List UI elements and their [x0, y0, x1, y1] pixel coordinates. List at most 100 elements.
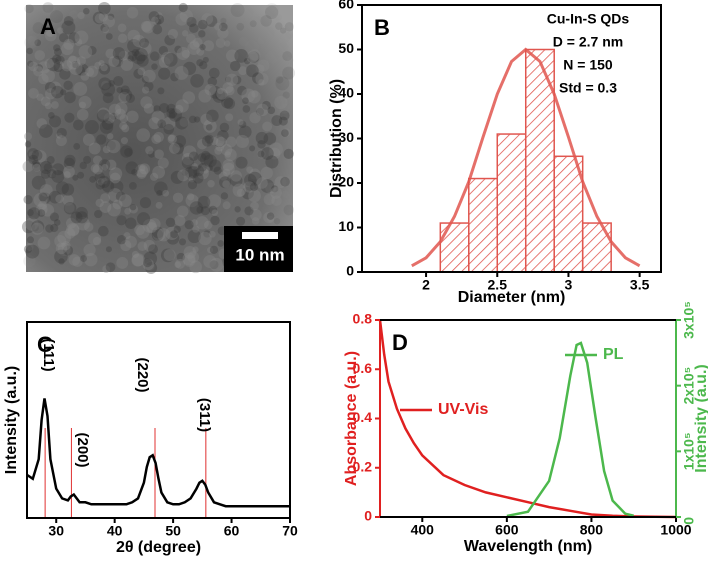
texture-dot	[192, 37, 203, 48]
texture-dot	[148, 218, 161, 231]
texture-dot	[191, 219, 198, 226]
texture-dot	[281, 176, 293, 188]
texture-dot	[120, 240, 132, 252]
texture-dot	[54, 48, 62, 57]
texture-dot	[48, 81, 62, 95]
texture-dot	[64, 154, 76, 166]
texture-dot	[78, 95, 92, 109]
texture-dot	[238, 36, 249, 47]
texture-dot	[55, 55, 65, 66]
texture-dot	[158, 56, 171, 69]
texture-dot	[34, 50, 46, 61]
texture-dot	[101, 82, 116, 97]
texture-dot	[79, 161, 87, 170]
texture-dot	[254, 16, 263, 25]
texture-dot	[221, 96, 234, 109]
texture-dot	[154, 181, 168, 195]
panel-label: D	[392, 330, 408, 355]
texture-dot	[208, 159, 222, 172]
texture-dot	[225, 136, 237, 148]
texture-dot	[162, 117, 176, 131]
texture-dot	[196, 206, 204, 214]
texture-dot	[31, 222, 44, 235]
texture-dot	[49, 212, 59, 222]
hist-bar	[468, 177, 499, 273]
texture-dot	[47, 169, 57, 179]
texture-dot	[74, 38, 83, 46]
texture-dot	[235, 156, 248, 169]
texture-dot	[218, 22, 228, 32]
texture-dot	[34, 39, 42, 47]
texture-dot	[103, 112, 115, 124]
texture-dot	[274, 13, 282, 21]
texture-dot	[28, 151, 35, 158]
texture-dot	[285, 31, 293, 39]
texture-dot	[179, 117, 189, 128]
texture-dot	[50, 10, 63, 24]
texture-dot	[33, 192, 48, 207]
texture-dot	[199, 152, 214, 167]
texture-dot	[155, 12, 163, 20]
texture-dot	[167, 28, 179, 40]
texture-dot	[54, 249, 68, 264]
texture-dot	[205, 15, 218, 27]
texture-dot	[68, 55, 77, 64]
texture-dot	[137, 67, 146, 76]
texture-dot	[143, 258, 153, 268]
texture-dot	[23, 245, 33, 254]
texture-dot	[157, 228, 171, 242]
texture-dot	[263, 132, 277, 146]
texture-dot	[215, 142, 225, 152]
texture-dot	[31, 175, 46, 190]
texture-dot	[222, 201, 231, 210]
texture-dot	[56, 127, 67, 138]
texture-dot	[106, 140, 116, 151]
texture-dot	[53, 63, 63, 73]
texture-dot	[271, 195, 282, 206]
texture-dot	[94, 209, 103, 219]
texture-dot	[283, 204, 295, 216]
texture-dot	[197, 138, 208, 150]
texture-dot	[261, 147, 274, 160]
texture-dot	[249, 209, 262, 221]
texture-dot	[207, 194, 222, 208]
texture-dot	[248, 189, 261, 203]
texture-dot	[173, 225, 181, 234]
texture-dot	[129, 204, 139, 214]
texture-dot	[170, 170, 184, 184]
texture-dot	[265, 51, 279, 64]
texture-dot	[32, 163, 41, 172]
axes-frame	[361, 4, 662, 273]
texture-dot	[69, 10, 79, 20]
texture-dot	[143, 239, 156, 252]
texture-dot	[273, 218, 281, 225]
texture-dot	[237, 85, 247, 96]
texture-dot	[48, 190, 62, 204]
texture-dot	[198, 30, 206, 38]
texture-dot	[131, 254, 144, 267]
texture-dot	[230, 174, 243, 187]
texture-dot	[204, 134, 214, 144]
texture-dot	[55, 135, 67, 147]
texture-dot	[98, 159, 111, 171]
texture-dot	[191, 163, 199, 170]
texture-dot	[197, 19, 208, 30]
texture-dot	[86, 65, 99, 78]
texture-dot	[70, 211, 83, 224]
texture-dot	[40, 169, 51, 179]
texture-dot	[102, 15, 115, 28]
texture-dot	[97, 107, 110, 120]
texture-dot	[267, 106, 276, 115]
texture-dot	[257, 59, 270, 72]
texture-dot	[232, 75, 242, 85]
x-tick-label: 400	[411, 522, 435, 538]
texture-dot	[153, 131, 164, 143]
texture-dot	[260, 15, 272, 27]
texture-dot	[68, 254, 81, 266]
texture-dot	[62, 194, 74, 206]
texture-dot	[83, 155, 92, 164]
texture-dot	[63, 16, 74, 26]
texture-dot	[187, 229, 201, 244]
texture-dot	[100, 193, 111, 204]
texture-dot	[72, 256, 83, 268]
